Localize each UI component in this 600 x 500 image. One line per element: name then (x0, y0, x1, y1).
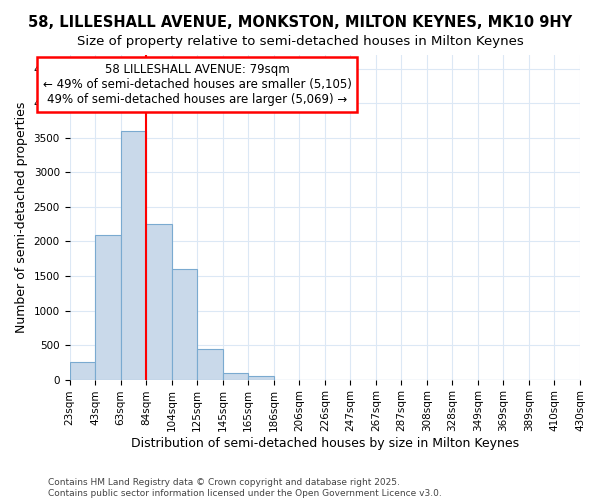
X-axis label: Distribution of semi-detached houses by size in Milton Keynes: Distribution of semi-detached houses by … (131, 437, 519, 450)
Bar (223, 372, 248, 380)
Bar (95, 234, 121, 380)
Text: 58, LILLESHALL AVENUE, MONKSTON, MILTON KEYNES, MK10 9HY: 58, LILLESHALL AVENUE, MONKSTON, MILTON … (28, 15, 572, 30)
Y-axis label: Number of semi-detached properties: Number of semi-detached properties (15, 102, 28, 333)
Text: 58 LILLESHALL AVENUE: 79sqm
← 49% of semi-detached houses are smaller (5,105)
49: 58 LILLESHALL AVENUE: 79sqm ← 49% of sem… (43, 64, 352, 106)
Bar (70, 362, 95, 380)
Text: Size of property relative to semi-detached houses in Milton Keynes: Size of property relative to semi-detach… (77, 35, 523, 48)
Bar (248, 376, 274, 380)
Text: Contains HM Land Registry data © Crown copyright and database right 2025.
Contai: Contains HM Land Registry data © Crown c… (48, 478, 442, 498)
Bar (172, 269, 197, 380)
Bar (197, 348, 223, 380)
Bar (121, 131, 146, 380)
Bar (146, 224, 172, 380)
